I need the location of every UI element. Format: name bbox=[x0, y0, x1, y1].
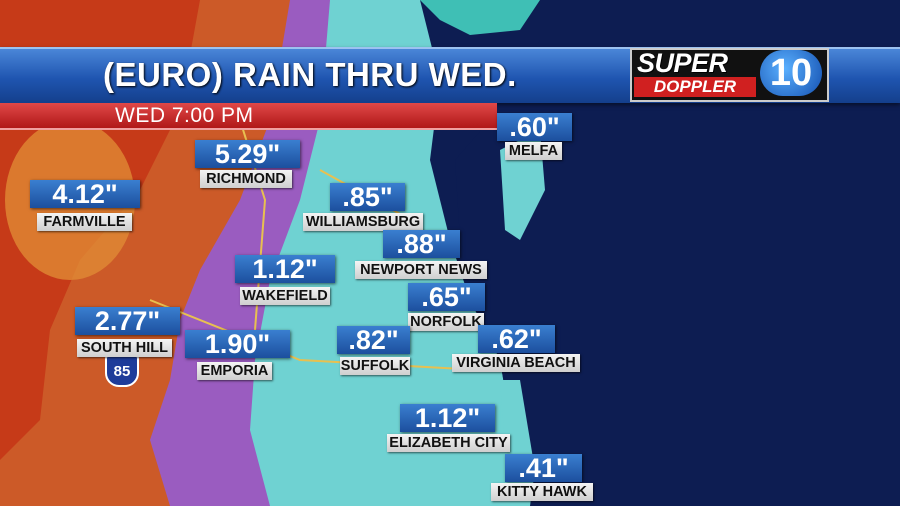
city-label: VIRGINIA BEACH bbox=[452, 354, 580, 372]
city-label: NEWPORT NEWS bbox=[355, 261, 487, 279]
rain-amount: .41" bbox=[505, 454, 582, 482]
rain-amount: .85" bbox=[330, 183, 405, 211]
city-label: RICHMOND bbox=[200, 170, 292, 188]
city-label: KITTY HAWK bbox=[491, 483, 593, 501]
city-label: SUFFOLK bbox=[340, 357, 410, 375]
rain-amount: .82" bbox=[337, 326, 410, 354]
rain-amount: 1.12" bbox=[400, 404, 495, 432]
logo-text: DOPPLER bbox=[634, 77, 756, 97]
logo-text: SUPER bbox=[637, 48, 728, 78]
interstate-shield: 85 bbox=[105, 355, 139, 387]
city-label: SOUTH HILL bbox=[77, 339, 172, 357]
rain-amount: 2.77" bbox=[75, 307, 180, 335]
rain-amount: .62" bbox=[478, 325, 555, 353]
rain-amount: .60" bbox=[497, 113, 572, 141]
city-label: MELFA bbox=[505, 142, 562, 160]
rain-amount: 1.90" bbox=[185, 330, 290, 358]
title: (EURO) RAIN THRU WED. bbox=[103, 56, 517, 93]
rain-amount: 1.12" bbox=[235, 255, 335, 283]
rain-amount: 4.12" bbox=[30, 180, 140, 208]
city-label: EMPORIA bbox=[197, 362, 272, 380]
city-label: WAKEFIELD bbox=[240, 287, 330, 305]
time-bar bbox=[0, 103, 497, 130]
rain-amount: .88" bbox=[383, 230, 460, 258]
time: WED 7:00 PM bbox=[115, 104, 254, 127]
rain-amount: 5.29" bbox=[195, 140, 300, 168]
city-label: WILLIAMSBURG bbox=[303, 213, 423, 231]
city-label: NORFOLK bbox=[408, 313, 484, 331]
logo-number: 10 bbox=[760, 50, 822, 96]
city-label: ELIZABETH CITY bbox=[387, 434, 510, 452]
city-label: FARMVILLE bbox=[37, 213, 132, 231]
rain-amount: .65" bbox=[408, 283, 485, 311]
